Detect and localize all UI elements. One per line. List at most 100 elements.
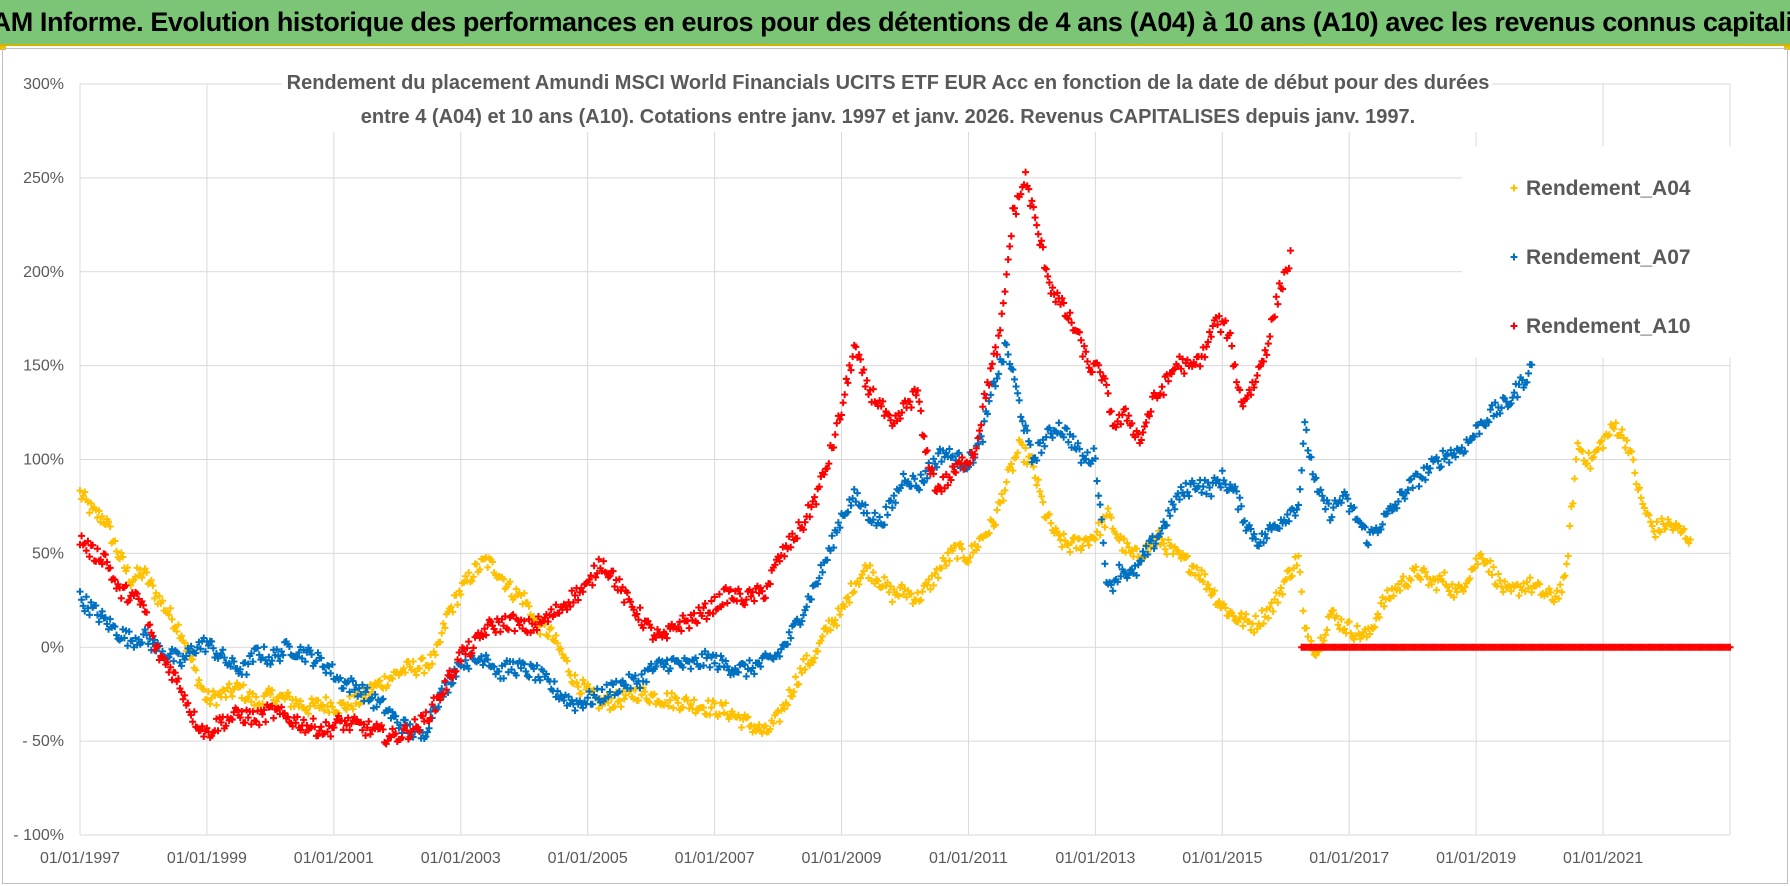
data-point: [650, 690, 658, 698]
data-point: [1133, 571, 1141, 579]
data-point: [652, 663, 660, 671]
data-point: [974, 543, 982, 551]
data-point: [533, 661, 541, 669]
data-point: [1060, 530, 1068, 538]
data-point: [788, 692, 796, 700]
data-point: [212, 701, 220, 709]
data-point: [571, 706, 579, 714]
data-point: [1217, 483, 1225, 491]
data-point: [554, 687, 562, 695]
data-point: [999, 299, 1007, 307]
data-point: [1161, 545, 1169, 553]
data-point: [766, 725, 774, 733]
data-point: [579, 676, 587, 684]
data-point: [972, 444, 980, 452]
data-point: [1179, 549, 1187, 557]
data-point: [761, 722, 769, 730]
data-point: [711, 593, 719, 601]
data-point: [1304, 633, 1312, 641]
legend-marker-Rendement_A07: [1510, 253, 1518, 261]
data-point: [1033, 221, 1041, 229]
data-point: [300, 716, 308, 724]
data-point: [1325, 500, 1333, 508]
data-point: [97, 556, 105, 564]
data-point: [254, 644, 262, 652]
data-point: [1510, 389, 1518, 397]
data-point: [1417, 576, 1425, 584]
data-point: [685, 624, 693, 632]
data-point: [738, 723, 746, 731]
data-point: [801, 665, 809, 673]
data-point: [769, 719, 777, 727]
data-point: [949, 452, 957, 460]
data-point: [844, 593, 852, 601]
data-point: [1215, 312, 1223, 320]
data-point: [1231, 483, 1239, 491]
data-point: [195, 676, 203, 684]
data-point: [428, 700, 436, 708]
data-point: [1175, 495, 1183, 503]
y-tick-label: 200%: [23, 264, 64, 281]
data-point: [151, 646, 159, 654]
data-point: [942, 449, 950, 457]
data-point: [260, 643, 268, 651]
data-point: [1096, 501, 1104, 509]
data-point: [462, 572, 470, 580]
data-point: [912, 391, 920, 399]
data-point: [284, 688, 292, 696]
data-point: [1312, 651, 1320, 659]
data-point: [1077, 546, 1085, 554]
data-point: [1379, 520, 1387, 528]
data-point: [95, 618, 103, 626]
data-point: [1264, 340, 1272, 348]
data-point: [1486, 557, 1494, 565]
data-point: [112, 547, 120, 555]
data-point: [723, 599, 731, 607]
data-point: [1128, 419, 1136, 427]
data-point: [785, 686, 793, 694]
data-point: [1285, 264, 1293, 272]
data-point: [462, 650, 470, 658]
data-point: [1226, 481, 1234, 489]
data-point: [630, 606, 638, 614]
data-point: [236, 665, 244, 673]
data-point: [1279, 285, 1287, 293]
data-point: [1256, 362, 1264, 370]
data-point: [179, 695, 187, 703]
data-point: [106, 522, 114, 530]
data-point: [1199, 578, 1207, 586]
data-point: [1123, 539, 1131, 547]
data-point: [1302, 624, 1310, 632]
data-point: [219, 646, 227, 654]
data-point: [952, 469, 960, 477]
data-point: [787, 634, 795, 642]
data-point: [1031, 214, 1039, 222]
data-point: [801, 518, 809, 526]
data-point: [1350, 503, 1358, 511]
data-point: [579, 704, 587, 712]
data-point: [687, 700, 695, 708]
data-point: [1169, 550, 1177, 558]
data-point: [709, 610, 717, 618]
data-point: [1448, 580, 1456, 588]
data-point: [1282, 576, 1290, 584]
data-point: [198, 722, 206, 730]
data-point: [339, 699, 347, 707]
data-point: [200, 733, 208, 741]
data-point: [159, 597, 166, 605]
data-point: [1083, 358, 1091, 366]
data-point: [1407, 576, 1415, 584]
y-tick-label: - 100%: [13, 827, 64, 844]
data-point: [980, 390, 988, 398]
data-point: [858, 571, 866, 579]
data-point: [807, 595, 815, 603]
data-point: [627, 598, 635, 606]
data-point: [1068, 538, 1076, 546]
data-point: [565, 667, 573, 675]
data-point: [1477, 550, 1485, 558]
banner: ADAM Informe. Evolution historique des p…: [0, 0, 1790, 46]
data-point: [166, 663, 174, 671]
data-point: [406, 720, 414, 728]
data-point: [149, 632, 157, 640]
data-point: [792, 673, 800, 681]
